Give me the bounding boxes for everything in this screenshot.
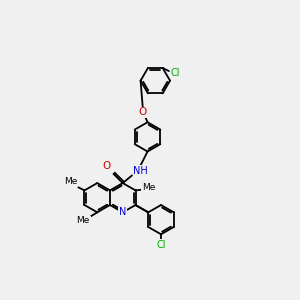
Text: NH: NH bbox=[133, 166, 148, 176]
Text: Me: Me bbox=[64, 177, 77, 186]
Text: N: N bbox=[119, 207, 126, 217]
Text: Cl: Cl bbox=[170, 68, 180, 78]
Text: O: O bbox=[138, 107, 146, 117]
Text: Cl: Cl bbox=[156, 240, 166, 250]
Text: Me: Me bbox=[142, 183, 155, 192]
Text: O: O bbox=[102, 161, 111, 171]
Text: Me: Me bbox=[76, 216, 90, 225]
